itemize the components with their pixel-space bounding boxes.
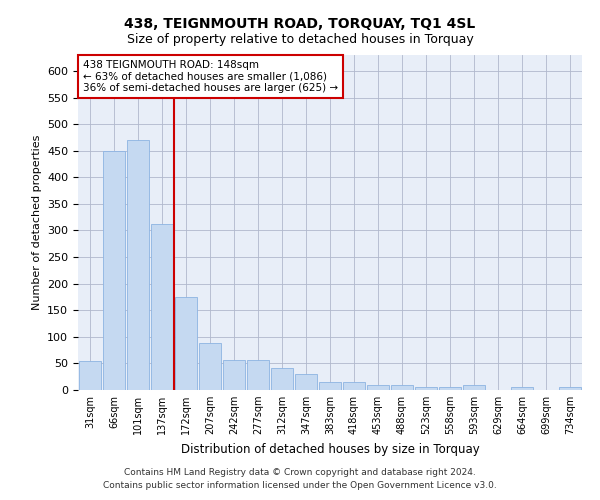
Bar [223,360,245,390]
Bar [463,385,485,390]
X-axis label: Distribution of detached houses by size in Torquay: Distribution of detached houses by size … [181,442,479,456]
Bar [103,150,125,390]
Bar [199,343,221,390]
Bar [439,387,461,390]
Bar [391,384,413,390]
Text: Size of property relative to detached houses in Torquay: Size of property relative to detached ho… [127,32,473,46]
Y-axis label: Number of detached properties: Number of detached properties [32,135,41,310]
Bar [79,361,101,390]
Bar [559,388,581,390]
Bar [271,368,293,390]
Bar [343,382,365,390]
Text: 438, TEIGNMOUTH ROAD, TORQUAY, TQ1 4SL: 438, TEIGNMOUTH ROAD, TORQUAY, TQ1 4SL [124,18,476,32]
Bar [415,387,437,390]
Bar [127,140,149,390]
Text: 438 TEIGNMOUTH ROAD: 148sqm
← 63% of detached houses are smaller (1,086)
36% of : 438 TEIGNMOUTH ROAD: 148sqm ← 63% of det… [83,60,338,93]
Bar [367,384,389,390]
Bar [247,360,269,390]
Bar [295,374,317,390]
Bar [175,297,197,390]
Bar [151,224,173,390]
Text: Contains HM Land Registry data © Crown copyright and database right 2024.
Contai: Contains HM Land Registry data © Crown c… [103,468,497,490]
Bar [511,388,533,390]
Bar [319,382,341,390]
